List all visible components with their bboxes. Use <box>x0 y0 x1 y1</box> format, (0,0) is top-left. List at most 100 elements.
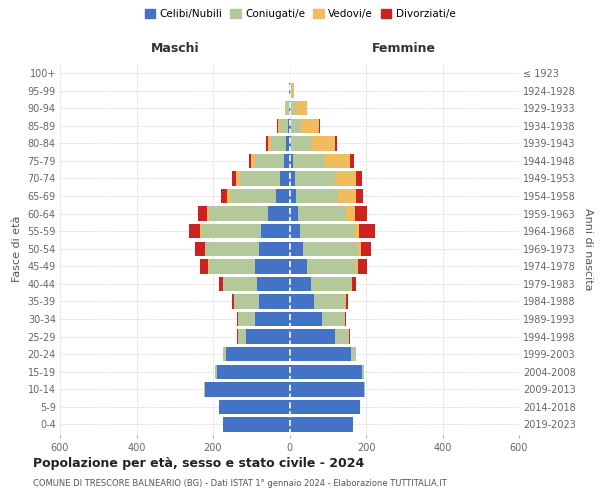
Bar <box>219 400 290 414</box>
Bar <box>314 294 345 308</box>
Bar <box>350 276 352 291</box>
Bar <box>207 206 209 221</box>
Bar <box>290 84 292 98</box>
Text: Maschi: Maschi <box>151 42 199 54</box>
Bar <box>219 276 223 291</box>
Bar <box>286 101 289 116</box>
Bar <box>255 259 290 274</box>
Bar <box>293 154 325 168</box>
Bar <box>355 206 367 221</box>
Bar <box>290 172 295 185</box>
Bar <box>290 242 303 256</box>
Bar <box>221 189 227 203</box>
Bar <box>257 276 290 291</box>
Bar <box>250 154 251 168</box>
Bar <box>223 418 290 432</box>
Bar <box>205 382 290 396</box>
Bar <box>245 330 290 344</box>
Bar <box>311 276 351 291</box>
Bar <box>200 259 208 274</box>
Bar <box>290 118 301 133</box>
Bar <box>223 276 257 291</box>
Bar <box>292 84 294 98</box>
Bar <box>284 154 290 168</box>
Bar <box>358 259 367 274</box>
Bar <box>278 118 280 133</box>
Bar <box>240 172 280 185</box>
Bar <box>204 382 205 396</box>
Bar <box>335 136 337 150</box>
Bar <box>362 364 364 379</box>
Bar <box>236 172 240 185</box>
Bar <box>290 136 292 150</box>
Y-axis label: Anni di nascita: Anni di nascita <box>583 208 593 290</box>
Bar <box>356 172 362 185</box>
Bar <box>290 206 298 221</box>
Bar <box>266 136 268 150</box>
Bar <box>361 242 371 256</box>
Bar <box>234 294 259 308</box>
Bar <box>358 242 361 256</box>
Bar <box>232 172 236 185</box>
Bar <box>215 364 217 379</box>
Bar <box>356 189 364 203</box>
Bar <box>350 347 356 362</box>
Bar <box>354 224 359 238</box>
Bar <box>356 259 358 274</box>
Bar <box>276 189 290 203</box>
Bar <box>209 206 268 221</box>
Bar <box>189 224 200 238</box>
Bar <box>300 224 354 238</box>
Bar <box>268 206 290 221</box>
Bar <box>345 312 346 326</box>
Bar <box>227 189 230 203</box>
Bar <box>202 224 261 238</box>
Y-axis label: Fasce di età: Fasce di età <box>12 216 22 282</box>
Bar <box>290 101 296 116</box>
Bar <box>338 189 356 203</box>
Bar <box>271 136 286 150</box>
Bar <box>335 172 356 185</box>
Bar <box>296 101 307 116</box>
Bar <box>290 259 307 274</box>
Bar <box>255 312 290 326</box>
Bar <box>259 294 290 308</box>
Bar <box>237 330 238 344</box>
Bar <box>230 189 276 203</box>
Bar <box>359 224 375 238</box>
Bar <box>285 101 286 116</box>
Bar <box>290 347 350 362</box>
Bar <box>345 294 346 308</box>
Bar <box>255 154 284 168</box>
Bar <box>290 276 311 291</box>
Bar <box>349 330 350 344</box>
Bar <box>290 312 322 326</box>
Bar <box>298 206 346 221</box>
Bar <box>198 206 207 221</box>
Bar <box>237 312 238 326</box>
Bar <box>346 294 347 308</box>
Bar <box>238 330 245 344</box>
Text: Femmine: Femmine <box>372 42 436 54</box>
Bar <box>226 347 290 362</box>
Bar <box>307 259 356 274</box>
Bar <box>364 382 365 396</box>
Bar <box>292 136 313 150</box>
Bar <box>350 154 354 168</box>
Bar <box>200 224 202 238</box>
Bar <box>209 259 255 274</box>
Bar <box>303 242 358 256</box>
Bar <box>205 242 259 256</box>
Bar <box>268 136 271 150</box>
Bar <box>335 330 349 344</box>
Bar <box>290 330 335 344</box>
Bar <box>290 154 293 168</box>
Bar <box>301 118 319 133</box>
Bar <box>238 312 255 326</box>
Bar <box>296 189 338 203</box>
Bar <box>290 224 300 238</box>
Bar <box>319 118 320 133</box>
Legend: Celibi/Nubili, Coniugati/e, Vedovi/e, Divorziati/e: Celibi/Nubili, Coniugati/e, Vedovi/e, Di… <box>140 5 460 24</box>
Bar <box>280 172 290 185</box>
Bar <box>290 400 360 414</box>
